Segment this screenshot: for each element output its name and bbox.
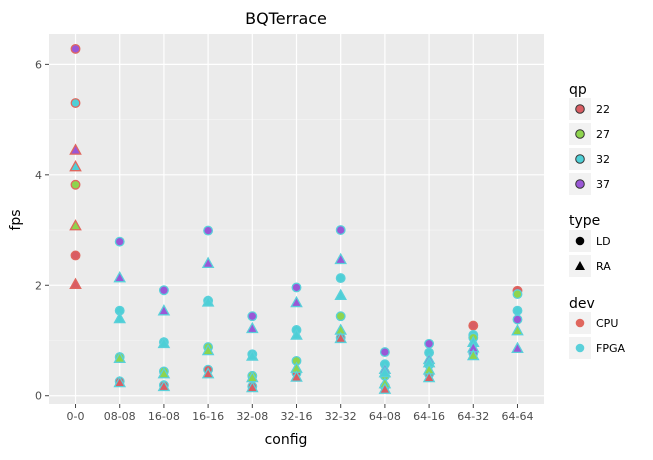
y-tick-label: 0 — [35, 390, 42, 403]
data-point-ra — [466, 348, 480, 361]
data-point-ra — [334, 252, 348, 265]
legend-title: qp — [569, 82, 587, 98]
data-point-ra — [69, 143, 82, 155]
data-point-ld — [291, 282, 302, 293]
data-point-ra — [157, 379, 171, 392]
data-point-ra — [113, 351, 127, 363]
data-point-ra — [290, 295, 303, 308]
x-tick-label: 08-08 — [104, 410, 136, 423]
data-point-ld — [70, 250, 81, 261]
x-tick-label: 64-08 — [369, 410, 401, 423]
legend-label: LD — [596, 235, 611, 248]
legend-label: CPU — [596, 317, 618, 330]
legend-label: 37 — [596, 178, 610, 191]
chart-title: BQTerrace — [245, 9, 327, 28]
legend-title: dev — [569, 296, 595, 312]
data-point-ld — [512, 305, 523, 316]
data-point-ld — [247, 311, 258, 322]
data-point-ra — [69, 219, 82, 231]
x-tick-label: 32-16 — [281, 410, 313, 423]
legend-label: RA — [596, 260, 611, 273]
data-point-ld — [512, 314, 523, 325]
data-point-ra — [201, 256, 215, 268]
legend-symbol-dev — [575, 318, 585, 328]
data-point-ra — [201, 367, 215, 379]
y-tick-label: 6 — [35, 58, 42, 71]
data-point-ld — [70, 179, 81, 190]
data-point-ra — [69, 159, 82, 172]
x-tick-label: 32-32 — [325, 410, 357, 423]
legend-symbol-qp — [575, 104, 585, 114]
legend-label: 22 — [596, 103, 610, 116]
legend-label: 32 — [596, 153, 610, 166]
y-tick-label: 2 — [35, 279, 42, 292]
data-point-ra — [201, 343, 215, 356]
data-point-ra — [245, 321, 259, 334]
data-points — [69, 43, 524, 394]
y-axis-label: fps — [8, 209, 24, 230]
data-point-ld — [335, 273, 346, 284]
legend-label: 27 — [596, 128, 610, 141]
data-point-ra — [113, 311, 127, 324]
legend-symbol-circle — [575, 236, 585, 246]
x-tick-label: 0-0 — [67, 410, 85, 423]
y-tick-label: 4 — [35, 169, 42, 182]
axes: 0 2 4 6 0-0 08-08 16-08 16-16 32-08 32-16 32-32 64-… — [35, 58, 533, 423]
data-point-ra — [69, 277, 82, 289]
data-point-ra — [113, 270, 127, 283]
x-tick-label: 16-16 — [192, 410, 224, 423]
data-point-ra — [245, 380, 259, 393]
data-point-ld — [70, 98, 81, 108]
data-point-ra — [113, 375, 127, 388]
data-point-ra — [201, 295, 215, 307]
data-point-ra — [157, 304, 171, 316]
legend-symbol-qp — [575, 129, 585, 139]
data-point-ra — [157, 336, 171, 349]
data-point-ra — [422, 370, 436, 383]
data-point-ld — [70, 43, 81, 54]
data-point-ra — [334, 288, 348, 301]
data-point-ld — [512, 289, 523, 300]
x-tick-label: 64-32 — [457, 410, 489, 423]
data-point-ld — [379, 347, 390, 358]
data-point-ld — [335, 311, 346, 322]
data-point-ra — [290, 328, 303, 340]
x-axis-label: config — [265, 432, 308, 448]
legend-symbol-dev — [575, 343, 585, 353]
data-point-ld — [114, 236, 125, 247]
legend-symbol-triangle — [575, 261, 585, 270]
data-point-ra — [511, 341, 524, 354]
x-tick-label: 64-64 — [501, 410, 533, 423]
x-tick-label: 64-16 — [413, 410, 445, 423]
legend-symbol-qp — [575, 179, 585, 189]
data-point-ld — [158, 285, 169, 296]
legend-symbol-qp — [575, 154, 585, 164]
legend-label: FPGA — [596, 342, 625, 355]
data-point-ld — [335, 225, 346, 235]
data-point-ld — [468, 320, 479, 331]
x-tick-label: 32-08 — [236, 410, 268, 423]
data-point-ra — [245, 349, 259, 361]
x-tick-label: 16-08 — [148, 410, 180, 423]
data-point-ra — [511, 324, 524, 336]
data-point-ra — [378, 365, 392, 378]
legend-title: type — [569, 213, 600, 229]
data-point-ra — [290, 370, 303, 382]
data-point-ld — [203, 225, 214, 236]
data-point-ra — [334, 331, 348, 344]
data-point-ld — [424, 338, 435, 349]
data-point-ra — [157, 367, 171, 379]
data-point-ra — [378, 382, 392, 394]
